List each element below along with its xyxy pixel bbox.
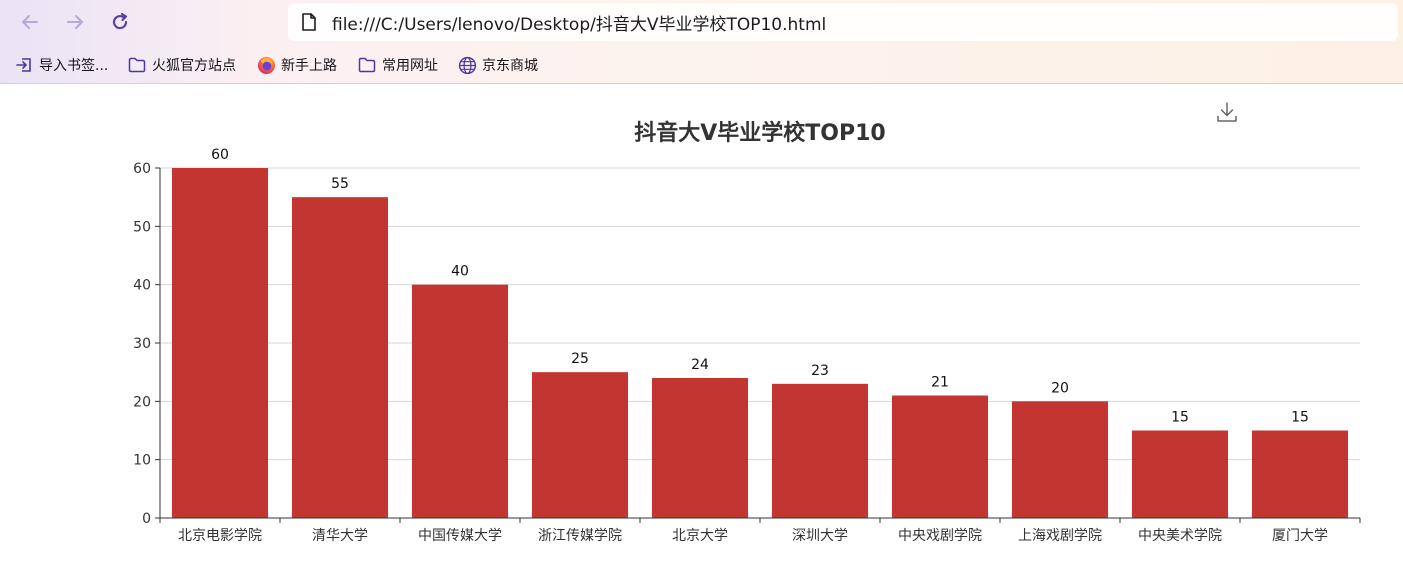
bookmarks-toolbar: 导入书签... 火狐官方站点 — [0, 52, 1403, 78]
x-tick-label: 中央美术学院 — [1138, 528, 1222, 544]
arrow-right-icon — [67, 15, 83, 29]
data-label: 15 — [1291, 410, 1309, 426]
page-icon — [300, 13, 318, 31]
y-tick-label: 30 — [133, 336, 151, 352]
back-button[interactable] — [15, 7, 45, 37]
chart-title: 抖音大V毕业学校TOP10 — [634, 120, 885, 146]
forward-button[interactable] — [60, 7, 90, 37]
url-text[interactable]: file:///C:/Users/lenovo/Desktop/抖音大V毕业学校… — [332, 14, 827, 35]
bookmark-getting-started[interactable]: 新手上路 — [256, 52, 337, 78]
y-tick-label: 50 — [133, 219, 151, 235]
y-tick-label: 40 — [133, 278, 151, 294]
x-tick-label: 中央戏剧学院 — [898, 528, 982, 544]
bookmark-label: 常用网址 — [382, 58, 438, 74]
axes: 0 10 20 30 40 50 60 北京电影学院 清华大学 中国传媒大学 浙江传媒学院 北京大学 深… — [133, 161, 1361, 544]
data-label: 60 — [211, 147, 229, 163]
bars: 60 55 40 25 24 23 21 20 15 15 — [172, 147, 1348, 518]
save-as-image-button[interactable] — [1215, 100, 1239, 124]
x-tick-label: 上海戏剧学院 — [1018, 528, 1102, 544]
globe-icon — [457, 55, 477, 75]
bookmark-import[interactable]: 导入书签... — [14, 52, 108, 78]
bar[interactable] — [1252, 430, 1348, 519]
y-tick-label: 20 — [133, 394, 151, 410]
arrow-left-icon — [22, 15, 38, 29]
bar[interactable] — [1012, 401, 1108, 518]
bar[interactable] — [532, 372, 628, 518]
bar[interactable] — [892, 395, 988, 519]
browser-chrome: file:///C:/Users/lenovo/Desktop/抖音大V毕业学校… — [0, 0, 1403, 84]
folder-icon — [127, 55, 147, 75]
x-tick-label: 深圳大学 — [792, 528, 848, 544]
bookmark-label: 新手上路 — [281, 58, 337, 74]
bar[interactable] — [772, 383, 868, 518]
bookmark-jd[interactable]: 京东商城 — [457, 52, 538, 78]
bookmark-label: 导入书签... — [39, 58, 109, 74]
chart-area: 抖音大V毕业学校TOP10 60 55 40 25 24 23 21 20 15 15 0 10 20… — [0, 84, 1403, 581]
data-label: 24 — [691, 357, 709, 373]
reload-icon — [112, 12, 128, 30]
bookmark-common-sites[interactable]: 常用网址 — [357, 52, 438, 78]
data-label: 21 — [931, 375, 949, 391]
x-tick-label: 厦门大学 — [1272, 528, 1328, 544]
data-label: 15 — [1171, 410, 1189, 426]
bar[interactable] — [652, 378, 748, 518]
firefox-icon — [256, 55, 276, 75]
url-bar[interactable]: file:///C:/Users/lenovo/Desktop/抖音大V毕业学校… — [288, 3, 1398, 41]
bar[interactable] — [292, 197, 388, 518]
x-tick-label: 北京电影学院 — [178, 528, 262, 544]
bookmark-label: 京东商城 — [482, 58, 538, 74]
data-label: 20 — [1051, 380, 1069, 396]
y-tick-label: 10 — [133, 453, 151, 469]
import-icon — [14, 55, 34, 75]
x-tick-label: 浙江传媒学院 — [538, 528, 622, 544]
bar[interactable] — [412, 284, 508, 518]
y-tick-label: 60 — [133, 161, 151, 177]
data-label: 40 — [451, 264, 469, 280]
bar[interactable] — [1132, 430, 1228, 519]
bar-chart: 抖音大V毕业学校TOP10 60 55 40 25 24 23 21 20 15 15 0 10 20… — [133, 100, 1361, 544]
bookmark-firefox-site[interactable]: 火狐官方站点 — [127, 52, 236, 78]
folder-icon — [357, 55, 377, 75]
x-tick-label: 清华大学 — [312, 528, 368, 544]
x-tick-label: 北京大学 — [672, 528, 728, 544]
data-label: 55 — [331, 176, 349, 192]
data-label: 23 — [811, 363, 829, 379]
data-label: 25 — [571, 351, 589, 367]
download-icon — [1217, 102, 1237, 122]
reload-button[interactable] — [105, 7, 135, 37]
bookmark-label: 火狐官方站点 — [152, 58, 236, 74]
bar[interactable] — [172, 168, 268, 518]
y-tick-label: 0 — [142, 511, 151, 527]
x-tick-label: 中国传媒大学 — [418, 528, 502, 544]
